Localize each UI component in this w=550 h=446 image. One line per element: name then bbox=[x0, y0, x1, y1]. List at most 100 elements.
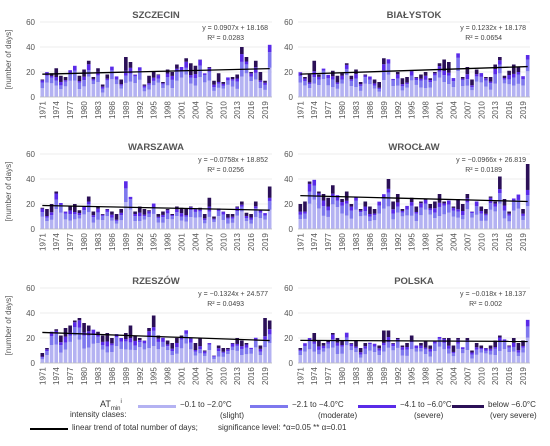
bar-segment bbox=[230, 343, 235, 344]
bar-segment bbox=[414, 221, 419, 229]
bar-segment bbox=[156, 82, 161, 97]
legend-intensity-label: intensity clases: bbox=[70, 410, 127, 419]
y-tick-label: 20 bbox=[26, 334, 35, 343]
bar-segment bbox=[212, 356, 216, 360]
x-tick-label: 1995 bbox=[408, 233, 417, 251]
bar-segment bbox=[207, 211, 212, 217]
legend-trend-label: linear trend of total number of days; bbox=[72, 423, 198, 432]
y-tick-label: 60 bbox=[26, 150, 35, 159]
bar-segment bbox=[511, 346, 516, 352]
bar-segment bbox=[253, 208, 258, 217]
bar-segment bbox=[391, 346, 395, 351]
bar-segment bbox=[437, 63, 442, 67]
bar-segment bbox=[493, 74, 498, 84]
bar-segment bbox=[330, 347, 335, 363]
bar-segment bbox=[460, 349, 465, 354]
bar-segment bbox=[377, 355, 382, 363]
bar-segment bbox=[423, 340, 428, 348]
bar-segment bbox=[368, 344, 372, 351]
bar-segment bbox=[307, 341, 312, 350]
bar-segment bbox=[151, 346, 156, 363]
chart-title: BIAŁYSTOK bbox=[387, 10, 442, 21]
bar-segment bbox=[119, 348, 124, 363]
bar-segment bbox=[437, 202, 442, 207]
bar-segment bbox=[391, 80, 395, 87]
bar-segment bbox=[207, 344, 212, 351]
bar-segment bbox=[511, 351, 516, 363]
bar-segment bbox=[474, 214, 479, 229]
x-tick-label: 1971 bbox=[38, 367, 47, 385]
x-tick-label: 1986 bbox=[108, 367, 117, 385]
bar-segment bbox=[240, 211, 244, 229]
bar-segment bbox=[170, 219, 175, 229]
bar-segment bbox=[45, 349, 49, 352]
chart-title: WARSZAWA bbox=[128, 142, 184, 153]
bar-segment bbox=[68, 73, 72, 81]
bar-segment bbox=[40, 353, 45, 357]
bar-segment bbox=[91, 215, 96, 218]
bar-segment bbox=[507, 215, 511, 222]
bar-segment bbox=[105, 341, 110, 347]
bar-segment bbox=[91, 329, 96, 336]
bar-segment bbox=[335, 88, 340, 97]
bar-segment bbox=[198, 217, 202, 229]
bar-segment bbox=[49, 331, 54, 337]
bar-segment bbox=[446, 72, 451, 76]
y-tick-label: 0 bbox=[289, 225, 294, 234]
bar-segment bbox=[502, 210, 507, 219]
bar-segment bbox=[235, 78, 240, 82]
bar-segment bbox=[110, 214, 114, 218]
bar-segment bbox=[340, 202, 344, 206]
bar-segment bbox=[77, 81, 82, 83]
bar-segment bbox=[110, 338, 114, 344]
bar-segment bbox=[391, 78, 395, 81]
bar-segment bbox=[226, 84, 230, 97]
bar-segment bbox=[249, 348, 253, 354]
bar-segment bbox=[253, 216, 258, 229]
bar-segment bbox=[240, 54, 244, 62]
bar-segment bbox=[317, 79, 321, 86]
x-tick-label: 1998 bbox=[422, 233, 431, 251]
x-tick-label: 2016 bbox=[247, 101, 256, 119]
bar-segment bbox=[442, 205, 446, 215]
bar-segment bbox=[179, 67, 184, 71]
bar-segment bbox=[521, 219, 525, 229]
x-tick-label: 2013 bbox=[491, 101, 500, 119]
bar-segment bbox=[226, 80, 230, 85]
bar-segment bbox=[161, 214, 165, 218]
bar-segment bbox=[405, 343, 409, 348]
bar-segment bbox=[175, 68, 179, 72]
x-tick-label: 2019 bbox=[261, 367, 270, 385]
bar-segment bbox=[119, 209, 124, 213]
x-tick-label: 1983 bbox=[352, 101, 361, 119]
bar-segment bbox=[303, 351, 307, 363]
bar-segment bbox=[488, 83, 493, 90]
bar-segment bbox=[409, 342, 414, 350]
bar-segment bbox=[86, 76, 91, 97]
bar-segment bbox=[249, 72, 253, 74]
bar-segment bbox=[114, 76, 119, 80]
bar-segment bbox=[409, 215, 414, 229]
bar-segment bbox=[91, 211, 96, 216]
bar-segment bbox=[151, 80, 156, 86]
bar-segment bbox=[54, 209, 59, 229]
bar-segment bbox=[433, 351, 437, 363]
y-tick-label: 40 bbox=[26, 175, 35, 184]
bar-segment bbox=[460, 215, 465, 220]
bar-segment bbox=[110, 220, 114, 229]
bar-segment bbox=[40, 207, 45, 209]
bar-segment bbox=[165, 340, 170, 345]
bar-segment bbox=[321, 194, 326, 201]
bar-segment bbox=[484, 80, 488, 87]
bar-segment bbox=[354, 74, 358, 79]
bar-segment bbox=[511, 200, 516, 211]
bar-segment bbox=[400, 86, 405, 91]
bar-segment bbox=[312, 333, 317, 342]
bar-segment bbox=[165, 213, 170, 219]
bar-segment bbox=[386, 330, 391, 338]
bar-segment bbox=[100, 92, 105, 97]
bar-segment bbox=[474, 206, 479, 215]
bar-segment bbox=[49, 77, 54, 84]
bar-segment bbox=[128, 349, 133, 363]
bar-segment bbox=[82, 76, 86, 81]
